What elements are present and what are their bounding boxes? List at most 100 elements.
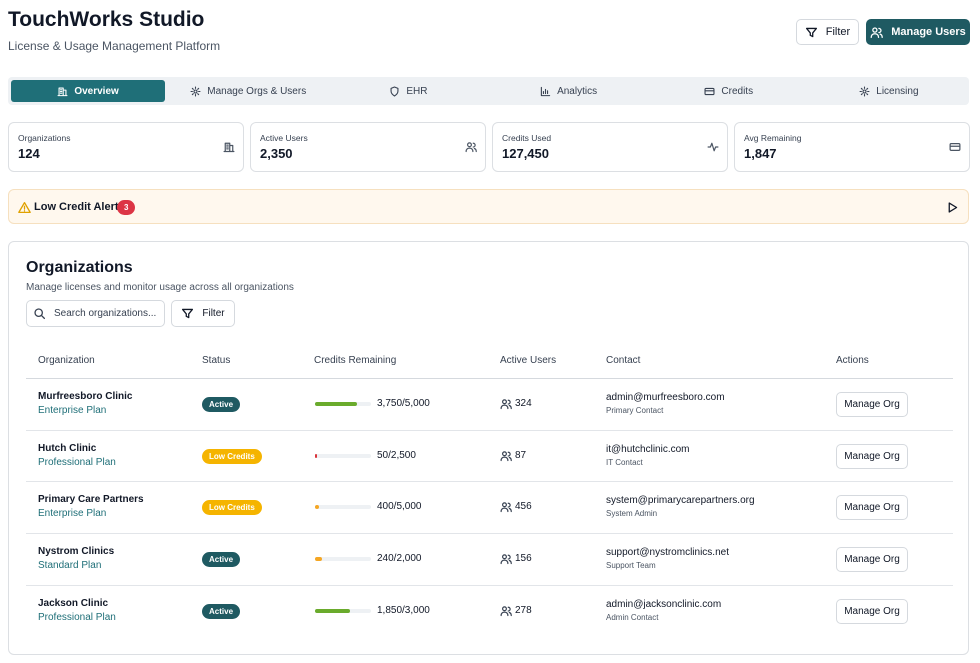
contact-email: support@nystromclinics.net [606, 547, 729, 559]
tab-label: EHR [406, 85, 428, 97]
contact-email: it@hutchclinic.com [606, 443, 690, 455]
icon-part [707, 142, 719, 152]
credits-label: 400/5,000 [377, 501, 422, 513]
stat-card: Active Users 2,350 [250, 122, 486, 172]
icon-part [870, 27, 884, 38]
tab[interactable]: Licensing [812, 80, 966, 102]
stat-label: Organizations [18, 133, 71, 143]
section-title: Organizations [26, 259, 133, 276]
icon-part [805, 27, 817, 37]
credits-label: 1,850/3,000 [377, 604, 430, 616]
users-icon [500, 502, 512, 513]
org-name: Murfreesboro Clinic [38, 391, 133, 402]
icon-part [18, 201, 31, 214]
tab-label: Credits [721, 85, 754, 97]
manage-org-button[interactable]: Manage Org [836, 392, 908, 417]
manage-org-button[interactable]: Manage Org [836, 495, 908, 521]
table-filter-button[interactable]: Filter [171, 300, 235, 327]
section-subtitle: Manage licenses and monitor usage across… [26, 282, 294, 293]
credit-bar [315, 505, 320, 510]
icon-part [502, 554, 507, 560]
stat-icon [223, 142, 235, 153]
active-users: 278 [515, 604, 532, 616]
search-box[interactable]: Search organizations... [26, 300, 165, 327]
icon-part [467, 142, 472, 148]
organizations-card: Organizations Manage licenses and monito… [8, 241, 969, 655]
icon-part [193, 88, 198, 94]
filter-label: Filter [825, 26, 851, 38]
stat-label: Active Users [260, 133, 308, 143]
tab[interactable]: Overview [11, 80, 166, 102]
icon-part [500, 503, 512, 513]
credit-bar [315, 608, 350, 613]
credit-bar-track [315, 505, 371, 510]
column-header: Actions [836, 355, 869, 366]
stat-label: Avg Remaining [744, 133, 802, 143]
manage-org-button[interactable]: Manage Org [836, 547, 908, 573]
alert-label: Low Credit Alerts [34, 201, 125, 213]
icon-part [540, 86, 551, 96]
alert-count: 3 [117, 200, 136, 215]
filter-button[interactable]: Filter [796, 19, 859, 45]
tab-label: Licensing [876, 85, 919, 97]
tab[interactable]: Credits [652, 80, 806, 102]
credit-bar-track [315, 453, 371, 458]
stat-icon [465, 142, 477, 153]
credit-bar [315, 557, 322, 562]
contact-email: admin@murfreesboro.com [606, 392, 725, 403]
table-row: Hutch Clinic Professional Plan Low Credits… [26, 431, 953, 483]
column-header: Organization [38, 355, 95, 366]
column-header: Credits Remaining [314, 355, 397, 366]
table-row: Nystrom Clinics Standard Plan Active 240/2,… [26, 534, 953, 586]
org-name: Nystrom Clinics [38, 546, 115, 558]
tab-icon [540, 86, 551, 96]
stat-value: 1,847 [744, 146, 777, 161]
active-users: 456 [515, 501, 532, 513]
org-plan: Professional Plan [38, 456, 116, 468]
warning-icon [18, 201, 31, 214]
users-icon [870, 26, 884, 38]
contact-role: Admin Contact [606, 612, 659, 622]
icon-part [502, 502, 507, 508]
status-badge: Active [202, 552, 241, 568]
low-credit-alert[interactable]: Low Credit Alerts 3 [8, 189, 969, 224]
stat-label: Credits Used [502, 133, 552, 143]
manage-org-button[interactable]: Manage Org [836, 443, 908, 469]
tab-label: Overview [74, 85, 119, 97]
org-name: Primary Care Partners [38, 494, 144, 506]
icon-part [949, 143, 961, 151]
icon-part [182, 308, 194, 319]
icon-part [40, 314, 46, 320]
credits-label: 240/2,000 [377, 553, 422, 565]
table-filter-label: Filter [202, 308, 225, 319]
credits-label: 3,750/5,000 [377, 398, 430, 409]
manage-org-button[interactable]: Manage Org [836, 598, 908, 624]
credit-bar [315, 453, 317, 458]
credit-bar [315, 402, 357, 406]
users-icon [500, 450, 512, 461]
tab-label: Manage Orgs & Users [207, 85, 307, 97]
manage-users-button[interactable]: Manage Users [866, 19, 970, 45]
tab[interactable]: EHR [331, 80, 485, 102]
manage-users-label: Manage Users [891, 26, 966, 38]
tab[interactable]: Analytics [492, 80, 646, 102]
table-row: Murfreesboro Clinic Enterprise Plan Active… [26, 379, 953, 431]
icon-part [502, 399, 507, 405]
contact-role: Support Team [606, 561, 656, 571]
icon-part [390, 85, 399, 97]
org-plan: Enterprise Plan [38, 508, 107, 520]
icon-part [34, 308, 43, 317]
status-badge: Active [202, 397, 241, 412]
column-header: Contact [606, 355, 641, 366]
org-plan: Enterprise Plan [38, 405, 107, 416]
tab-icon [390, 85, 399, 97]
stat-value: 2,350 [260, 146, 293, 161]
tab[interactable]: Manage Orgs & Users [171, 80, 325, 102]
icon-part [465, 142, 477, 153]
stat-value: 127,450 [502, 146, 549, 161]
status-badge: Active [202, 603, 241, 619]
active-users: 156 [515, 553, 532, 565]
users-icon [500, 554, 512, 565]
tab-icon [859, 85, 870, 97]
